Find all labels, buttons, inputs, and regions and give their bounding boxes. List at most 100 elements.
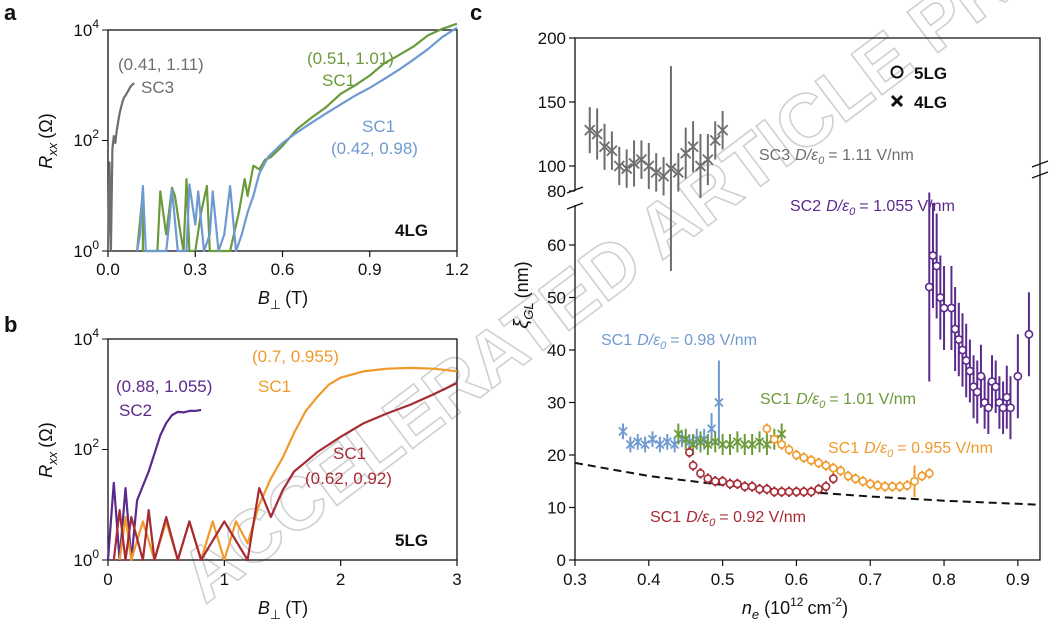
series-sc1-0955 bbox=[762, 423, 934, 497]
panel-c-series bbox=[574, 66, 1041, 506]
point-sc3-111-14 bbox=[687, 141, 699, 153]
point-sc1-098-7 bbox=[670, 439, 680, 450]
point-sc1-0955-3 bbox=[784, 445, 794, 455]
point-sc1-092-5 bbox=[718, 476, 728, 486]
point-sc1-092-20 bbox=[828, 474, 838, 484]
series-sc1-101 bbox=[673, 423, 787, 455]
point-sc3-111-6 bbox=[628, 157, 640, 170]
panel-b-label: b bbox=[4, 312, 17, 337]
panel-c-ytick-bottom-5: 50 bbox=[547, 289, 566, 308]
point-sc3-111-11 bbox=[665, 162, 677, 175]
panel-c-ylabel: ξGL(nm) bbox=[511, 261, 536, 328]
point-sc2-1055-22 bbox=[1013, 371, 1023, 381]
legend-5lg: 5LG bbox=[914, 64, 947, 83]
point-sc1-0955-1 bbox=[769, 434, 779, 444]
point-sc1-0955-15 bbox=[873, 481, 883, 490]
point-sc2-1055-5 bbox=[947, 303, 956, 313]
panel-a-xlabel: B⊥ (T) bbox=[258, 288, 308, 312]
panel-b-ytick-2: 102 bbox=[73, 436, 99, 459]
point-sc3-111-9 bbox=[650, 166, 662, 179]
panel-c-ytick-top-2: 150 bbox=[538, 93, 566, 112]
panel-a-ytick-0: 100 bbox=[73, 238, 99, 261]
point-sc1-098-12 bbox=[706, 424, 717, 434]
point-sc1-092-3 bbox=[703, 474, 713, 484]
point-sc1-092-17 bbox=[806, 487, 816, 497]
panel-b-ytick-4: 104 bbox=[73, 326, 99, 349]
point-sc3-111-1 bbox=[591, 128, 603, 140]
point-sc2-1055-23 bbox=[1024, 329, 1034, 339]
series-sc1-092-5lg bbox=[112, 382, 458, 562]
panel-a-sc3-coords: (0.41, 1.11) bbox=[118, 55, 204, 74]
panel-a-blue-name: SC1 bbox=[362, 117, 395, 136]
panel-c-xticks: 0.3 0.4 0.5 0.6 0.7 0.8 0.9 bbox=[563, 560, 1030, 589]
point-sc1-101-3 bbox=[695, 437, 706, 447]
panel-a-ytick-4: 104 bbox=[73, 17, 99, 40]
point-sc3-111-17 bbox=[709, 134, 721, 147]
point-sc1-101-0 bbox=[673, 429, 683, 439]
point-sc2-1055-2 bbox=[932, 261, 942, 271]
panel-b-orange-coords: (0.7, 0.955) bbox=[252, 347, 339, 366]
panel-a-xtick-2: 0.6 bbox=[271, 260, 295, 279]
panel-c-legend: 5LG 4LG bbox=[890, 64, 947, 112]
panel-a-ylabel: Rxx(Ω) bbox=[36, 113, 60, 168]
point-sc1-092-6 bbox=[725, 479, 735, 489]
point-sc2-1055-3 bbox=[935, 293, 945, 302]
point-sc1-098-0 bbox=[618, 426, 628, 437]
panel-b-sc2-coords: (0.88, 1.055) bbox=[116, 377, 212, 396]
point-sc2-1055-10 bbox=[965, 366, 975, 376]
point-sc1-0955-8 bbox=[821, 461, 831, 470]
point-sc1-092-18 bbox=[814, 484, 823, 494]
panel-c-ytick-bottom-2: 20 bbox=[547, 446, 566, 465]
point-sc1-092-10 bbox=[755, 484, 764, 494]
series-sc2-1055 bbox=[924, 192, 1034, 440]
point-sc2-1055-8 bbox=[958, 345, 967, 355]
panel-b-xticks: 0 1 2 3 bbox=[103, 560, 462, 589]
point-sc1-0955-11 bbox=[843, 471, 853, 481]
panel-b-plot: 100 102 104 0 1 2 3 Rxx(Ω) B⊥ (T) (0.88, 1.0… bbox=[36, 326, 462, 622]
point-sc1-092-15 bbox=[792, 487, 801, 497]
point-sc1-092-4 bbox=[710, 476, 720, 486]
panel-c-plot: 0 10 20 30 40 50 60 80 100 150 200 0.3 0.4 0.5 0.6 0.7… bbox=[511, 29, 1049, 622]
panel-a-blue-coords: (0.42, 0.98) bbox=[331, 139, 418, 158]
point-sc2-1055-12 bbox=[972, 387, 982, 397]
panel-b-system-label: 5LG bbox=[395, 531, 428, 550]
panel-a-system-label: 4LG bbox=[395, 221, 428, 240]
point-sc1-0955-17 bbox=[887, 482, 897, 491]
panel-b-red-coords: (0.62, 0.92) bbox=[305, 469, 392, 488]
panel-b-series bbox=[106, 366, 458, 562]
panel-a-label: a bbox=[4, 0, 17, 25]
point-sc1-098-4 bbox=[647, 434, 658, 444]
point-sc1-101-12 bbox=[762, 439, 772, 450]
point-sc3-111-16 bbox=[702, 153, 714, 166]
panel-a-xtick-1: 0.3 bbox=[183, 260, 207, 279]
panel-c-xtick-5: 0.8 bbox=[932, 570, 956, 589]
point-sc2-1055-1 bbox=[928, 251, 938, 260]
panel-c-axis-break-left bbox=[566, 186, 584, 210]
panel-b-red-name: SC1 bbox=[333, 444, 366, 463]
panel-c-label-101: SC1 D/ε0 = 1.01 V/nm bbox=[760, 391, 916, 411]
point-sc2-1055-19 bbox=[998, 403, 1008, 413]
point-sc2-1055-20 bbox=[1002, 392, 1012, 402]
point-sc1-0955-16 bbox=[880, 482, 890, 491]
point-sc1-098-3 bbox=[640, 439, 650, 450]
panel-c-xtick-6: 0.9 bbox=[1006, 570, 1030, 589]
point-sc3-111-5 bbox=[621, 162, 633, 175]
point-sc1-098-13 bbox=[714, 397, 724, 408]
point-sc3-111-2 bbox=[598, 141, 611, 153]
legend-x-marker bbox=[890, 94, 904, 108]
panel-c-ytick-top-0: 80 bbox=[547, 182, 566, 201]
point-sc3-111-12 bbox=[672, 166, 684, 179]
panel-b-xtick-2: 2 bbox=[336, 570, 345, 589]
panel-b-ylabel: Rxx(Ω) bbox=[36, 422, 60, 477]
point-sc1-0955-0 bbox=[762, 424, 772, 434]
panel-b-xtick-3: 3 bbox=[452, 570, 461, 589]
panel-c-ytick-bottom-4: 40 bbox=[547, 341, 566, 360]
point-sc1-092-14 bbox=[784, 487, 794, 497]
panel-c-xtick-4: 0.7 bbox=[858, 570, 882, 589]
panel-c-label-sc2: SC2 D/ε0 = 1.055 V/nm bbox=[790, 198, 955, 218]
point-sc1-092-8 bbox=[740, 482, 750, 491]
point-sc1-092-0 bbox=[685, 447, 694, 457]
series-sc3-4lg bbox=[106, 82, 135, 253]
point-sc1-098-1 bbox=[625, 439, 635, 450]
panel-c-label-098: SC1 D/ε0 = 0.98 V/nm bbox=[601, 332, 757, 352]
